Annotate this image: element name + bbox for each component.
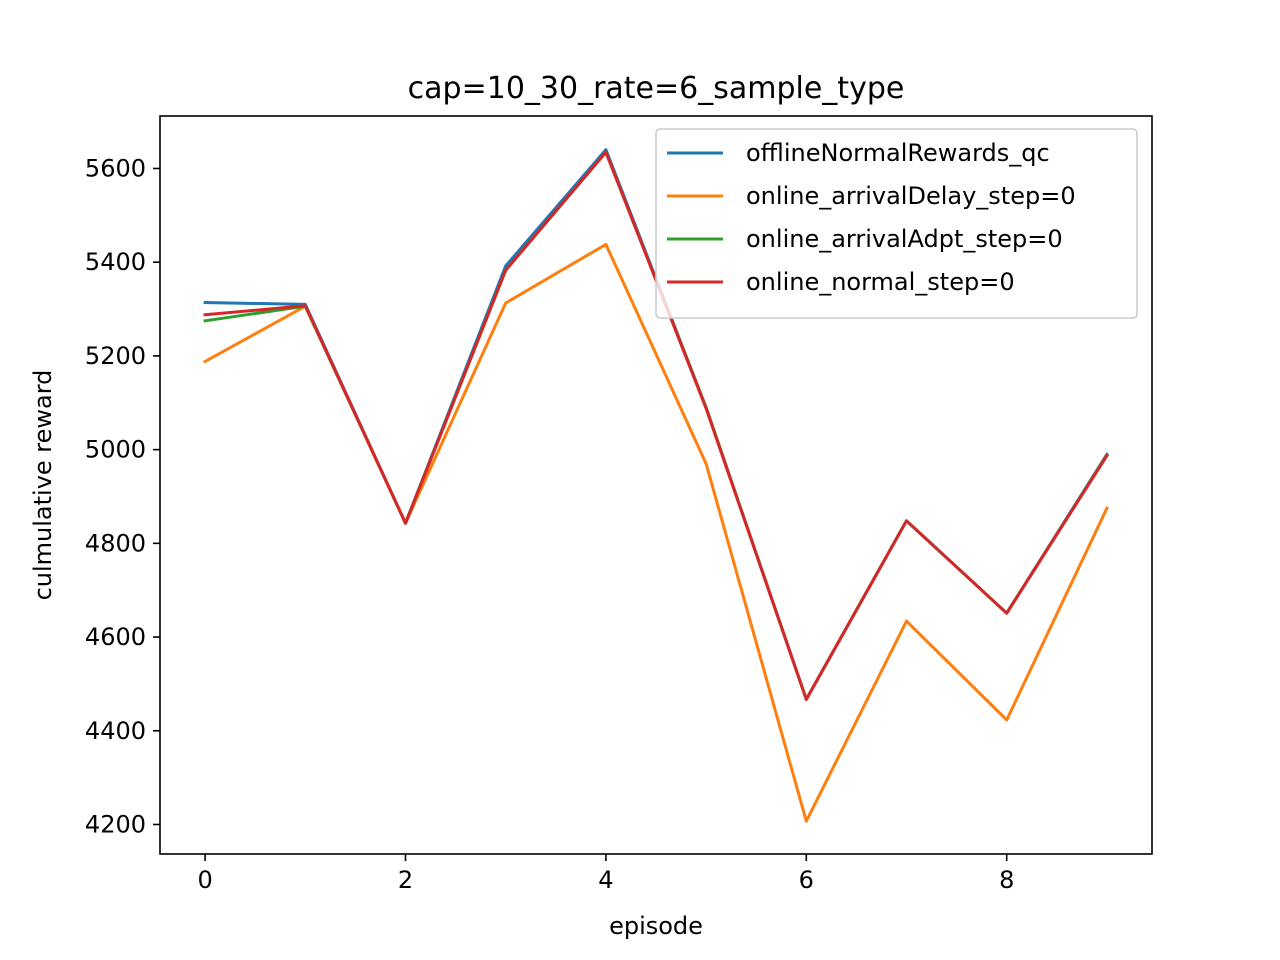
- x-tick-label-3: 6: [799, 866, 814, 894]
- y-tick-label-6: 5400: [85, 248, 146, 276]
- y-tick-label-7: 5600: [85, 154, 146, 182]
- legend-label-1: online_arrivalDelay_step=0: [746, 182, 1076, 210]
- y-tick-label-5: 5200: [85, 342, 146, 370]
- x-tick-label-0: 0: [197, 866, 212, 894]
- plot-frame: [159, 115, 1153, 855]
- legend-box: [655, 128, 1138, 319]
- legend: offlineNormalRewards_qc online_arrivalDel…: [655, 128, 1138, 319]
- legend-label-0: offlineNormalRewards_qc: [746, 139, 1050, 167]
- x-tick-label-1: 2: [398, 866, 413, 894]
- legend-label-3: online_normal_step=0: [746, 268, 1015, 296]
- legend-label-2: online_arrivalAdpt_step=0: [746, 225, 1063, 253]
- y-tick-label-0: 4200: [85, 810, 146, 838]
- y-tick-label-1: 4400: [85, 717, 146, 745]
- x-tick-label-2: 4: [598, 866, 613, 894]
- y-tick-label-3: 4800: [85, 529, 146, 557]
- x-tick-label-4: 8: [999, 866, 1014, 894]
- chart-title: cap=10_30_rate=6_sample_type: [408, 71, 905, 106]
- y-axis-label: culmulative reward: [29, 370, 57, 601]
- x-axis-label: episode: [609, 912, 703, 940]
- x-axis: 0 2 4 6 8: [197, 854, 1014, 894]
- y-axis: 4200 4400 4600 4800 5000 5200 5400 5600: [85, 154, 160, 838]
- y-tick-label-4: 5000: [85, 436, 146, 464]
- series-line-1: [203, 242, 1109, 823]
- y-tick-label-2: 4600: [85, 623, 146, 651]
